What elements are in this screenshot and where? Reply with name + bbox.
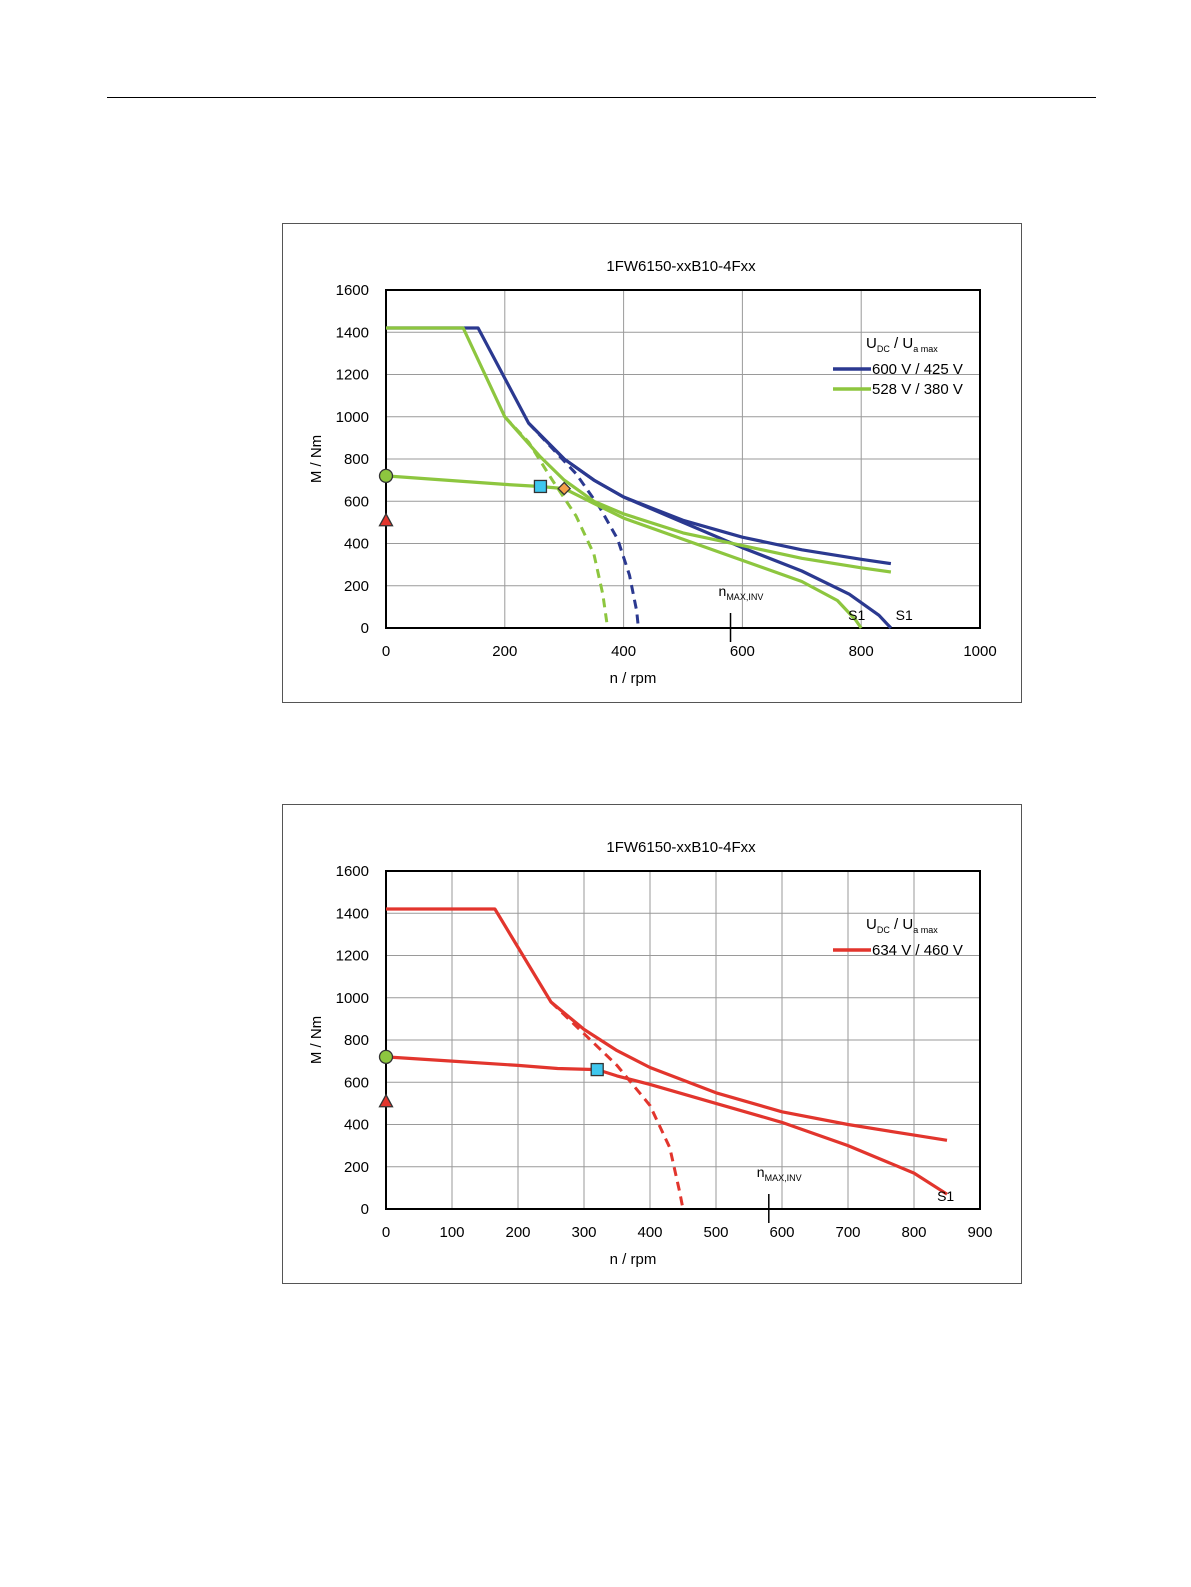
legend-entry: 600 V / 425 V	[872, 361, 963, 378]
y-tick-label: 600	[344, 1074, 369, 1091]
marker-triangle	[378, 1093, 394, 1108]
marker-circle	[378, 1049, 394, 1065]
y-tick-label: 1200	[336, 367, 369, 384]
x-axis-label: n / rpm	[610, 1251, 657, 1268]
page-top-rule	[107, 97, 1096, 98]
y-tick-label: 400	[344, 536, 369, 553]
y-tick-label: 400	[344, 1117, 369, 1134]
marker-triangle	[378, 512, 394, 527]
x-tick-label: 700	[835, 1224, 860, 1241]
y-tick-label: 1600	[336, 863, 369, 880]
y-tick-label: 800	[344, 1032, 369, 1049]
series-s1-curve	[385, 474, 863, 629]
legend-header: UDC / Ua max	[866, 916, 938, 935]
y-tick-label: 200	[344, 1159, 369, 1176]
plot-area-border	[385, 289, 981, 629]
marker-diamond	[557, 481, 572, 496]
y-tick-label: 600	[344, 493, 369, 510]
s1-label: S1	[896, 607, 913, 623]
chart-title: 1FW6150-xxB10-4Fxx	[606, 839, 756, 856]
y-tick-label: 1000	[336, 990, 369, 1007]
y-tick-label: 0	[361, 1201, 369, 1218]
x-tick-label: 900	[967, 1224, 992, 1241]
x-tick-label: 800	[849, 643, 874, 660]
nmax-inv-label: nMAX,INV	[757, 1164, 802, 1183]
y-tick-label: 1400	[336, 324, 369, 341]
x-tick-label: 200	[492, 643, 517, 660]
x-tick-label: 600	[769, 1224, 794, 1241]
nmax-inv-label: nMAX,INV	[719, 583, 764, 602]
y-tick-label: 800	[344, 451, 369, 468]
y-tick-label: 1600	[336, 282, 369, 299]
x-tick-label: 100	[439, 1224, 464, 1241]
chart-title: 1FW6150-xxB10-4Fxx	[606, 258, 756, 275]
chart-frame-1: 1FW6150-xxB10-4Fxx 0 200 400 600 800 1000 0 200 4…	[282, 223, 1022, 703]
marker-square	[590, 1062, 604, 1077]
x-tick-label: 0	[382, 643, 390, 660]
y-tick-label: 1200	[336, 948, 369, 965]
chart-frame-2: 1FW6150-xxB10-4Fxx 0 100 200 300 400 500 600 700…	[282, 804, 1022, 1284]
x-axis-label: n / rpm	[610, 670, 657, 687]
x-tick-label: 800	[901, 1224, 926, 1241]
series-max-torque-curve	[386, 326, 892, 574]
x-tick-label: 300	[571, 1224, 596, 1241]
marker-square	[533, 479, 548, 494]
x-tick-label: 500	[703, 1224, 728, 1241]
x-tick-label: 1000	[963, 643, 996, 660]
x-tick-label: 400	[637, 1224, 662, 1241]
legend-header: UDC / Ua max	[866, 335, 938, 354]
series-max-torque-curve	[386, 907, 948, 1142]
y-axis-label: M / Nm	[308, 435, 325, 483]
torque-speed-chart-2: 1FW6150-xxB10-4Fxx 0 100 200 300 400 500 600 700…	[308, 839, 993, 1268]
x-tick-label: 0	[382, 1224, 390, 1241]
y-tick-label: 1000	[336, 409, 369, 426]
plot-area-border	[385, 870, 981, 1210]
x-tick-label: 400	[611, 643, 636, 660]
series-max-torque-curve	[386, 326, 892, 566]
legend-entry: 634 V / 460 V	[872, 942, 963, 959]
x-tick-label: 600	[730, 643, 755, 660]
y-tick-label: 1400	[336, 905, 369, 922]
series-dashed-curve	[549, 1000, 685, 1210]
y-tick-label: 200	[344, 578, 369, 595]
series-dashed-curve	[503, 415, 610, 629]
legend-entry: 528 V / 380 V	[872, 381, 963, 398]
s1-label: S1	[848, 607, 865, 623]
marker-circle	[378, 468, 394, 484]
s1-label: S1	[937, 1188, 954, 1204]
series-s1-curve	[527, 421, 893, 630]
series-dashed-curve	[527, 422, 640, 629]
y-axis-label: M / Nm	[308, 1016, 325, 1064]
x-tick-label: 200	[505, 1224, 530, 1241]
y-tick-label: 0	[361, 620, 369, 637]
series-s1-curve	[385, 1055, 948, 1196]
torque-speed-chart-1: 1FW6150-xxB10-4Fxx 0 200 400 600 800 1000 0 200 4…	[308, 258, 997, 687]
